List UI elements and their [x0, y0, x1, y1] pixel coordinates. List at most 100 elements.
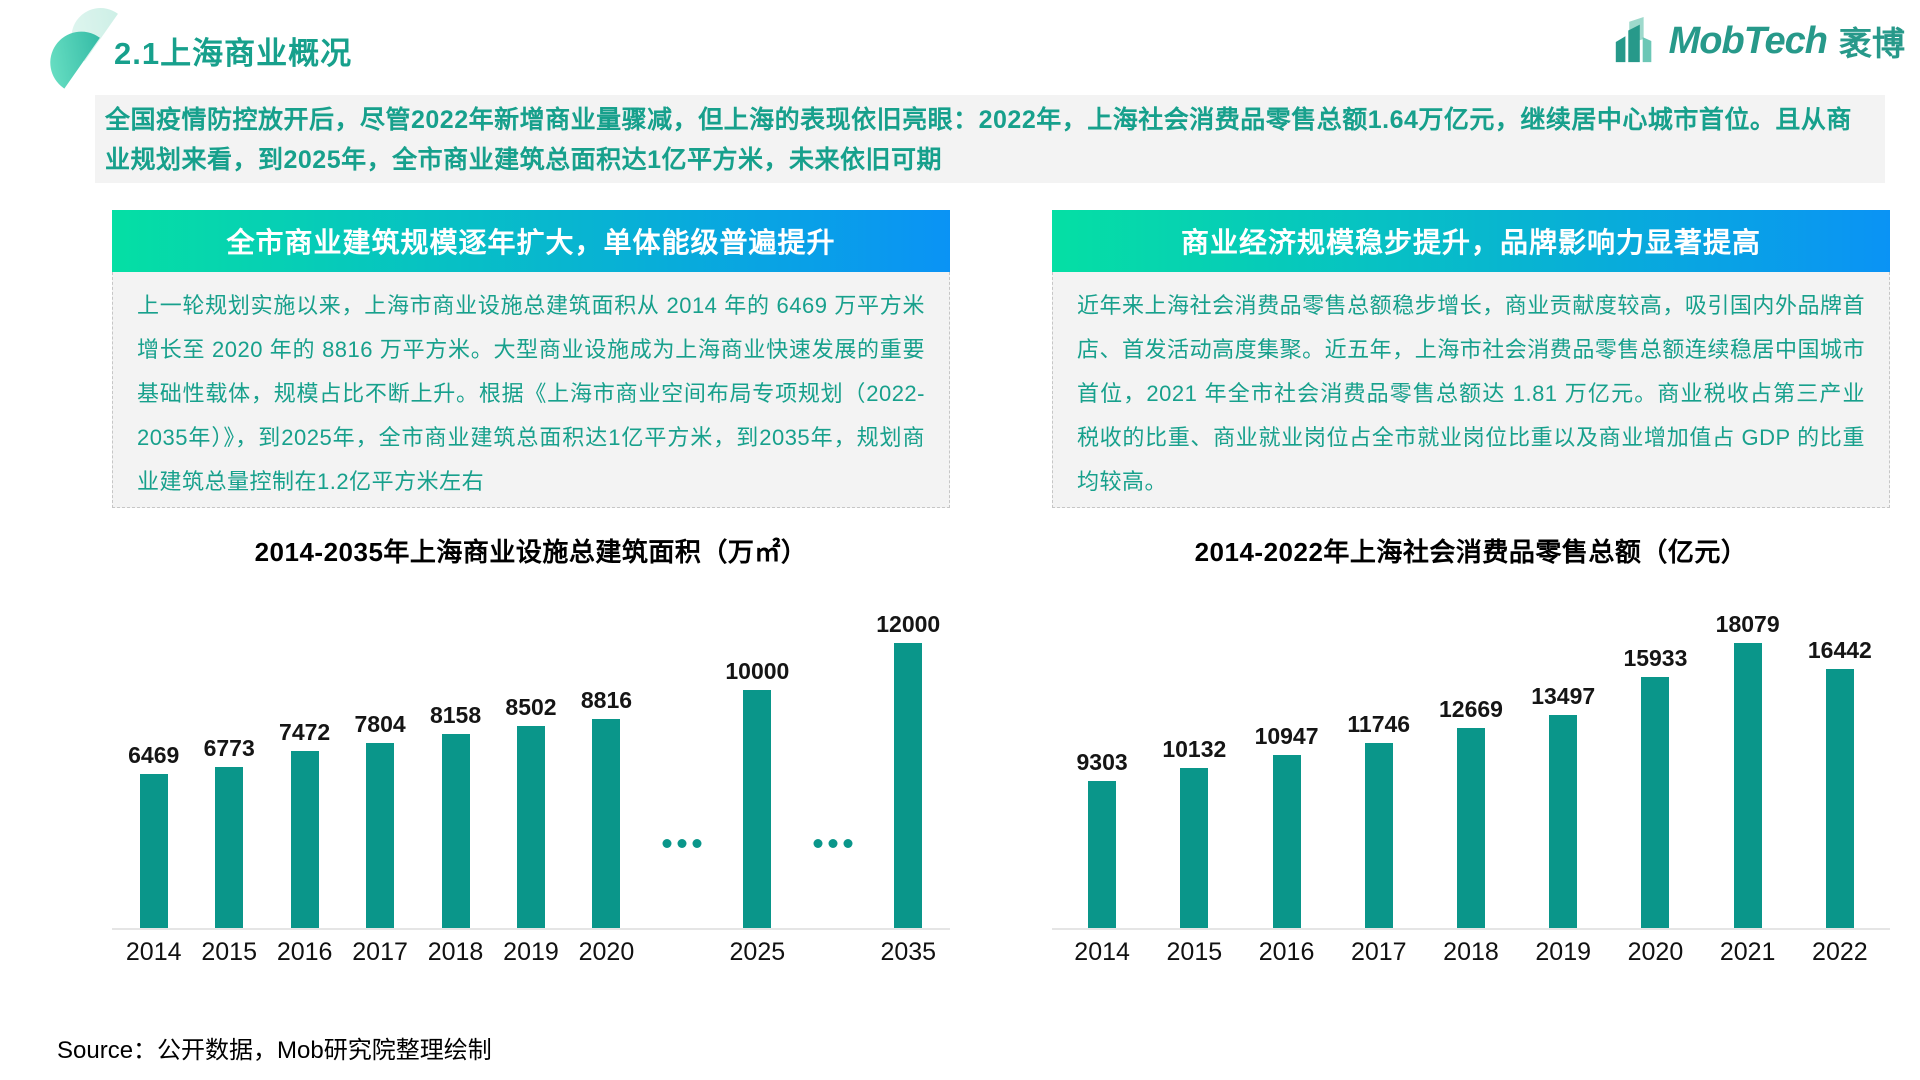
chart-bar-column: 10000: [720, 586, 795, 928]
bar-chart-retail-sales: 9303 10132 10947 11746 12669 13497 15933 18079 1…: [1052, 586, 1890, 967]
dot: [677, 839, 687, 848]
chart-bar-column: 11746: [1333, 586, 1425, 928]
chart-bar-column: 8502: [493, 586, 568, 928]
x-axis-label: 2018: [427, 938, 484, 966]
panel-body: 上一轮规划实施以来，上海市商业设施总建筑面积从 2014 年的 6469 万平方…: [112, 272, 950, 508]
chart-bar-column: 10947: [1240, 586, 1332, 928]
bar: [1088, 781, 1117, 928]
panel-header: 全市商业建筑规模逐年扩大，单体能级普遍提升: [112, 210, 950, 272]
logo-text: MobTech: [1668, 19, 1828, 62]
logo-suffix-text: 袤博: [1839, 25, 1905, 62]
x-axis-label: 2016: [276, 938, 333, 966]
x-axis-label: 2018: [1443, 938, 1499, 966]
bar-value-label: 6773: [203, 735, 255, 761]
bar: [516, 726, 545, 928]
bar: [1272, 755, 1301, 928]
bar-value-label: 8158: [429, 702, 482, 728]
source-text: Source：公开数据，Mob研究院整理绘制: [57, 1037, 492, 1064]
bar: [743, 690, 772, 928]
bar: [1733, 643, 1762, 928]
bar: [290, 751, 319, 928]
chart-bar-column: 10132: [1148, 586, 1240, 928]
chart-x-axis: 2014 2015 2016 2017 2018 2019 2020 2025 2035: [112, 938, 950, 967]
x-axis-gap: [644, 938, 719, 967]
bar: [894, 643, 923, 928]
x-axis-label: 2017: [1350, 938, 1407, 966]
dot: [813, 839, 823, 848]
x-axis-label: 2035: [880, 938, 937, 966]
x-axis-label: 2021: [1719, 938, 1776, 966]
bar-value-label: 18079: [1715, 611, 1780, 637]
chart-bar-column: 7804: [342, 586, 417, 928]
x-axis-label: 2014: [125, 938, 182, 966]
x-axis-label: 2015: [1166, 938, 1223, 966]
bar: [139, 774, 168, 928]
x-axis-gap: [795, 938, 870, 967]
panel-body: 近年来上海社会消费品零售总额稳步增长，商业贡献度较高，吸引国内外品牌首店、首发活…: [1052, 272, 1890, 508]
bar: [366, 743, 395, 928]
bar: [1364, 743, 1393, 928]
bar: [1641, 677, 1670, 928]
bar: [1456, 728, 1485, 928]
chart-x-axis: 2014 2015 2016 2017 2018 2019 2020 2021 2022: [1052, 938, 1890, 967]
chart-bar-column: 12669: [1425, 586, 1517, 928]
bar-value-label: 13497: [1531, 683, 1596, 709]
dot: [662, 839, 672, 848]
bar-value-label: 9303: [1076, 749, 1128, 775]
leaf-icon: [34, 0, 118, 89]
panel-building-scale: 全市商业建筑规模逐年扩大，单体能级普遍提升 上一轮规划实施以来，上海市商业设施总…: [112, 210, 950, 508]
mobtech-logo: MobTech 袤博: [1611, 16, 1905, 66]
chart-title-retail-sales: 2014-2022年上海社会消费品零售总额（亿元）: [1194, 537, 1748, 567]
chart-bar-column: 15933: [1609, 586, 1701, 928]
bar-value-label: 11746: [1347, 711, 1411, 737]
chart-bar-column: 6773: [191, 586, 266, 928]
panel-economy-scale: 商业经济规模稳步提升，品牌影响力显著提高 近年来上海社会消费品零售总额稳步增长，…: [1052, 210, 1890, 508]
x-axis-label: 2020: [578, 938, 635, 966]
chart-bar-column: 8816: [569, 586, 644, 928]
intro-text: 全国疫情防控放开后，尽管2022年新增商业量骤减，但上海的表现依旧亮眼：2022…: [105, 106, 1852, 174]
bar-value-label: 8502: [505, 694, 557, 720]
x-axis-label: 2022: [1812, 938, 1868, 966]
bar-value-label: 10132: [1162, 736, 1227, 762]
chart-bar-column: 8158: [418, 586, 493, 928]
dot: [828, 839, 838, 848]
x-axis-label: 2019: [503, 938, 559, 966]
chart-bar-column: 9303: [1056, 586, 1148, 928]
x-axis-label: 2017: [352, 938, 408, 966]
intro-banner: 全国疫情防控放开后，尽管2022年新增商业量骤减，但上海的表现依旧亮眼：2022…: [95, 95, 1885, 183]
logo-building-icon: [1615, 17, 1651, 63]
bar-value-label: 7472: [279, 719, 331, 745]
bar-value-label: 6469: [128, 742, 180, 768]
bar-value-label: 15933: [1623, 645, 1688, 671]
bar: [441, 734, 470, 928]
x-axis-label: 2016: [1258, 938, 1315, 966]
bar: [1825, 669, 1854, 928]
bar: [592, 719, 621, 928]
chart-gap-column: [795, 586, 870, 928]
chart-bar-column: 12000: [871, 586, 946, 928]
chart-bar-column: 16442: [1794, 586, 1886, 928]
x-axis-label: 2020: [1627, 938, 1684, 966]
bar-value-label: 16442: [1807, 637, 1872, 663]
x-axis-label: 2015: [201, 938, 257, 966]
chart-bar-column: 18079: [1702, 586, 1794, 928]
chart-gap-column: [644, 586, 719, 928]
bar-chart-building-area: 6469 6773 7472 7804 8158 8502 8816 10000 12000 2…: [112, 586, 950, 967]
ellipsis-dots-icon: [662, 839, 702, 848]
bar: [215, 767, 244, 928]
page-title: 2.1上海商业概况: [114, 36, 353, 71]
bar: [1180, 768, 1209, 928]
bar-value-label: 12000: [876, 611, 941, 637]
dot: [843, 839, 853, 848]
x-axis-label: 2019: [1535, 938, 1592, 966]
x-axis-label: 2014: [1074, 938, 1130, 966]
bar-value-label: 10947: [1254, 723, 1319, 749]
panel-header: 商业经济规模稳步提升，品牌影响力显著提高: [1052, 210, 1890, 272]
bar-value-label: 12669: [1439, 696, 1503, 722]
x-axis-label: 2025: [729, 938, 786, 966]
dot: [692, 839, 702, 848]
chart-bar-column: 7472: [267, 586, 342, 928]
bar-value-label: 7804: [354, 711, 406, 737]
chart-plot-area: 9303 10132 10947 11746 12669 13497 15933 18079 1…: [1052, 586, 1890, 930]
